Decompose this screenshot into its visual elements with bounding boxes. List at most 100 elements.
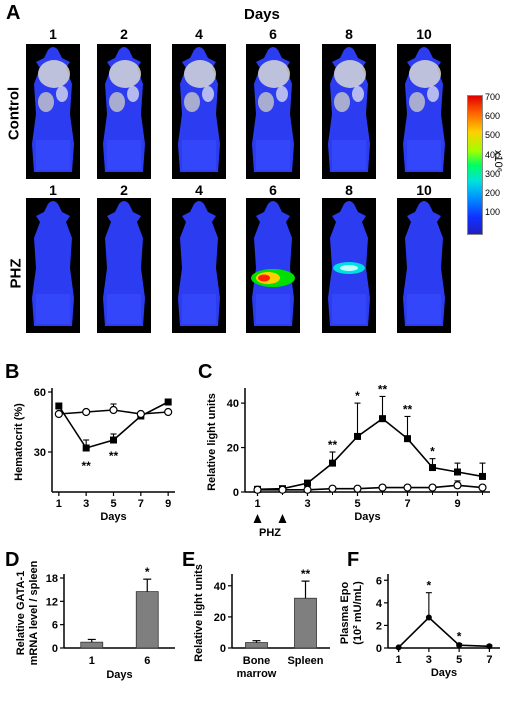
colorbar-tick-label: 400: [485, 149, 501, 160]
x-tick-label: 7: [138, 498, 144, 510]
phz-day-label: 8: [345, 182, 353, 198]
y-tick-label: 20: [227, 443, 239, 455]
y-tick-label: 0: [376, 643, 382, 655]
colorbar-tick-label: 500: [485, 130, 501, 141]
data-point: [278, 485, 287, 494]
x-tick-label: 9: [165, 498, 171, 510]
y-tick-label: 0: [52, 643, 58, 655]
y-axis-label: Hematocrit (%): [13, 403, 25, 481]
y-tick-label: 12: [46, 596, 58, 608]
x-axis-label: Days: [431, 667, 457, 679]
x-tick-label: 5: [456, 654, 462, 666]
colorbar-tick-label: 600: [485, 111, 501, 122]
y-axis-label: (10² mU/mL): [352, 581, 364, 645]
data-point: [353, 484, 362, 493]
series-line: [257, 417, 483, 491]
control-day-label: 6: [269, 26, 277, 42]
phz-mouse-image: [246, 198, 300, 333]
data-point: [136, 409, 145, 419]
x-tick-label: 3: [304, 498, 310, 510]
x-tick-label: Bone: [243, 655, 271, 667]
data-point: [304, 479, 311, 487]
x-tick-label: 3: [83, 498, 89, 510]
data-point: [456, 642, 463, 649]
y-axis-label: Relative light units: [193, 564, 205, 662]
data-point: [404, 435, 411, 443]
phz-mouse-image: [97, 198, 151, 333]
y-axis-label: Relative light units: [206, 393, 218, 491]
data-point: [379, 415, 386, 423]
colorbar-tick-label: 200: [485, 188, 501, 198]
data-point: [328, 484, 337, 493]
data-point: [303, 485, 312, 494]
data-point: [378, 483, 387, 492]
data-point: [164, 407, 173, 417]
series-line: [257, 484, 483, 491]
phz-day-label: 1: [49, 182, 57, 198]
control-day-label: 1: [49, 26, 57, 42]
x-tick-label: 1: [89, 655, 95, 667]
phz-mouse-image: [397, 198, 451, 333]
bar: [80, 641, 104, 649]
data-point: [425, 614, 432, 621]
control-mouse-image: [322, 44, 376, 179]
data-point: [82, 407, 91, 417]
x-tick-label: 1: [396, 654, 402, 666]
significance-mark: *: [430, 445, 435, 459]
y-tick-label: 0: [233, 487, 239, 499]
significance-mark: **: [403, 402, 413, 416]
data-point: [54, 409, 63, 419]
phz-mouse-image: [26, 198, 80, 333]
panel-letter: B: [5, 361, 19, 383]
phz-arrow: [253, 514, 262, 523]
control-day-label: 8: [345, 26, 353, 42]
x-tick-label: 6: [144, 655, 150, 667]
panel-letter: E: [182, 549, 195, 571]
phz-arrow: [278, 514, 287, 523]
bar: [135, 591, 159, 649]
significance-mark: *: [355, 389, 360, 403]
control-mouse-image: [397, 44, 451, 179]
series-line: [398, 616, 490, 649]
x-axis-label: Days: [106, 669, 132, 681]
y-tick-label: 18: [46, 573, 58, 585]
y-axis-label: Relative GATA-1: [15, 571, 27, 656]
x-tick-label: 5: [354, 498, 360, 510]
phz-mouse-image: [322, 198, 376, 333]
phz-day-label: 6: [269, 182, 277, 198]
colorbar-tick-label: 700: [485, 92, 501, 102]
y-tick-label: 40: [214, 581, 226, 593]
y-axis-label: Plasma Epo: [339, 582, 351, 645]
data-point: [354, 432, 361, 440]
control-mouse-image: [246, 44, 300, 179]
control-mouse-image: [172, 44, 226, 179]
x-tick-label: 5: [110, 498, 116, 510]
significance-mark: **: [81, 459, 91, 473]
data-point: [403, 483, 412, 492]
data-point: [395, 644, 402, 651]
data-point: [110, 436, 117, 444]
control-day-label: 2: [120, 26, 128, 42]
y-tick-label: 6: [52, 620, 58, 632]
significance-mark: *: [145, 565, 150, 579]
y-tick-label: 20: [214, 612, 226, 624]
bar: [294, 597, 317, 649]
data-point: [429, 464, 436, 472]
x-tick-label: 7: [404, 498, 410, 510]
control-mouse-image: [26, 44, 80, 179]
significance-mark: **: [378, 382, 388, 396]
control-mouse-image: [97, 44, 151, 179]
colorbar-tick-label: 100: [485, 207, 501, 218]
data-point: [55, 402, 63, 410]
y-tick-label: 2: [376, 620, 382, 632]
control-day-label: 4: [195, 26, 203, 42]
x-tick-label: 1: [56, 498, 62, 510]
data-point: [454, 468, 461, 476]
data-point: [478, 483, 487, 492]
y-tick-label: 0: [220, 643, 226, 655]
significance-mark: **: [301, 567, 311, 581]
x-tick-label: 9: [454, 498, 460, 510]
phz-label: PHZ: [259, 527, 281, 539]
x-tick-label: Spleen: [287, 655, 323, 667]
